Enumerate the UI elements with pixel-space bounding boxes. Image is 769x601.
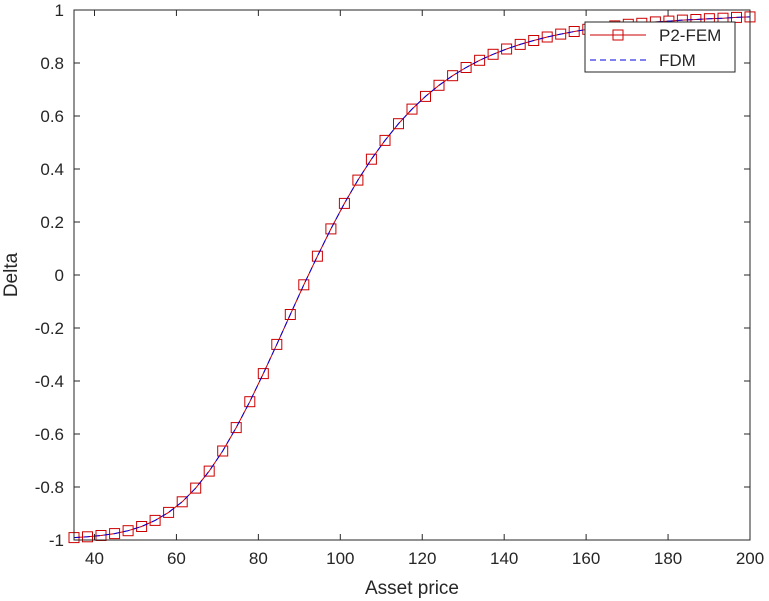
x-tick-label: 180 [654,549,682,568]
data-point-p2-fem [271,338,283,350]
x-tick-label: 120 [408,549,436,568]
x-tick-label: 160 [572,549,600,568]
tick-layer: 40 60 80 100 120 140 160 180 200 -1 -0.8 -0.6 -0.4 -0… [35,1,764,568]
data-point-p2-fem [244,396,256,408]
plot-background [74,10,750,540]
x-tick-label: 140 [490,549,518,568]
data-point-p2-fem [136,521,148,532]
y-tick-label: 0.4 [40,160,64,179]
data-point-p2-fem [528,35,540,46]
data-point-p2-fem [82,531,93,543]
data-point-p2-fem [203,465,215,477]
data-point-p2-fem [122,525,134,537]
data-point-p2-fem [555,28,567,40]
data-point-p2-fem [163,506,175,518]
data-point-p2-fem [501,43,513,55]
x-axis-label: Asset price [365,578,459,599]
legend-label-fdm: FDM [659,51,696,70]
data-point-p2-fem [487,48,499,60]
y-tick-label: 0.6 [40,107,64,126]
y-tick-label: -0.4 [35,372,64,391]
x-tick-label: 40 [85,549,104,568]
data-point-p2-fem [474,54,486,66]
y-tick-label: 0.2 [40,213,64,232]
data-point-p2-fem [514,38,526,50]
x-tick-label: 100 [326,549,354,568]
y-tick-label: -1 [49,531,64,550]
data-point-p2-fem [433,79,445,91]
data-point-p2-fem [460,62,472,73]
y-tick-label: -0.8 [35,478,64,497]
data-point-p2-fem [284,309,296,320]
data-point-p2-fem [420,90,431,102]
data-point-p2-fem [311,250,323,262]
y-tick-label: -0.2 [35,319,64,338]
x-tick-label: 200 [736,549,764,568]
legend-marker-p2-fem [612,29,624,41]
data-point-p2-fem [257,368,269,380]
data-point-p2-fem [325,223,337,235]
y-tick-label: 1 [55,1,64,20]
data-point-p2-fem [541,31,553,43]
legend: P2-FEM FDM [584,21,736,73]
y-axis-label: Delta [1,252,22,297]
data-point-p2-fem [352,174,364,186]
data-point-p2-fem [393,118,404,130]
data-point-p2-fem [109,528,121,540]
data-point-p2-fem [190,482,202,494]
data-point-p2-fem [365,153,377,165]
y-tick-label: -0.6 [35,425,64,444]
data-point-p2-fem [176,496,188,508]
x-tick-label: 60 [167,549,186,568]
data-point-p2-fem [406,103,418,115]
y-tick-label: 0 [55,266,64,285]
data-point-p2-fem [447,70,459,82]
data-point-p2-fem [298,279,310,291]
x-tick-label: 80 [249,549,268,568]
data-point-p2-fem [217,445,229,457]
y-tick-label: 0.8 [40,54,64,73]
data-point-p2-fem [379,134,391,146]
legend-label-p2-fem: P2-FEM [659,26,721,45]
data-point-p2-fem [338,197,350,209]
data-point-p2-fem [568,26,580,37]
data-point-p2-fem [149,514,161,526]
legend-box [584,21,736,73]
data-point-p2-fem [230,422,242,434]
